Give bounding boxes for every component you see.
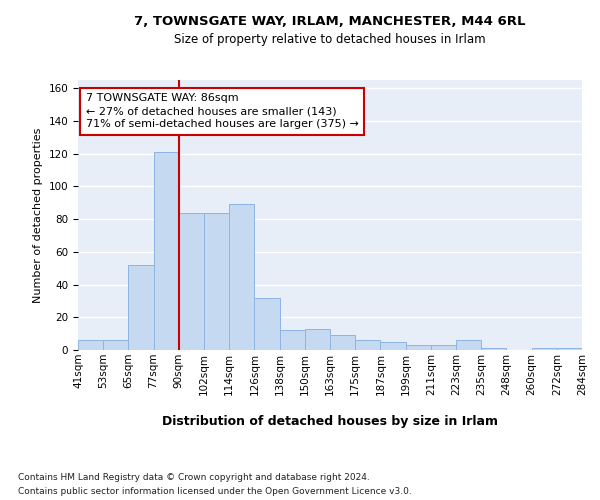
Bar — [305, 328, 330, 350]
Text: Size of property relative to detached houses in Irlam: Size of property relative to detached ho… — [174, 32, 486, 46]
Bar — [330, 336, 355, 350]
Bar — [406, 345, 431, 350]
Bar — [380, 342, 406, 350]
Bar — [456, 340, 481, 350]
Bar — [355, 340, 380, 350]
Bar — [254, 298, 280, 350]
Bar — [179, 212, 204, 350]
Bar — [78, 340, 103, 350]
Y-axis label: Number of detached properties: Number of detached properties — [33, 128, 43, 302]
Bar — [280, 330, 305, 350]
Text: 7, TOWNSGATE WAY, IRLAM, MANCHESTER, M44 6RL: 7, TOWNSGATE WAY, IRLAM, MANCHESTER, M44… — [134, 15, 526, 28]
Bar — [431, 345, 456, 350]
Bar — [557, 348, 582, 350]
Text: 7 TOWNSGATE WAY: 86sqm
← 27% of detached houses are smaller (143)
71% of semi-de: 7 TOWNSGATE WAY: 86sqm ← 27% of detached… — [86, 93, 358, 130]
Bar — [204, 212, 229, 350]
Bar — [481, 348, 506, 350]
Bar — [532, 348, 557, 350]
Bar — [154, 152, 179, 350]
Bar — [103, 340, 128, 350]
Text: Distribution of detached houses by size in Irlam: Distribution of detached houses by size … — [162, 415, 498, 428]
Bar — [128, 265, 154, 350]
Text: Contains public sector information licensed under the Open Government Licence v3: Contains public sector information licen… — [18, 488, 412, 496]
Bar — [229, 204, 254, 350]
Text: Contains HM Land Registry data © Crown copyright and database right 2024.: Contains HM Land Registry data © Crown c… — [18, 472, 370, 482]
